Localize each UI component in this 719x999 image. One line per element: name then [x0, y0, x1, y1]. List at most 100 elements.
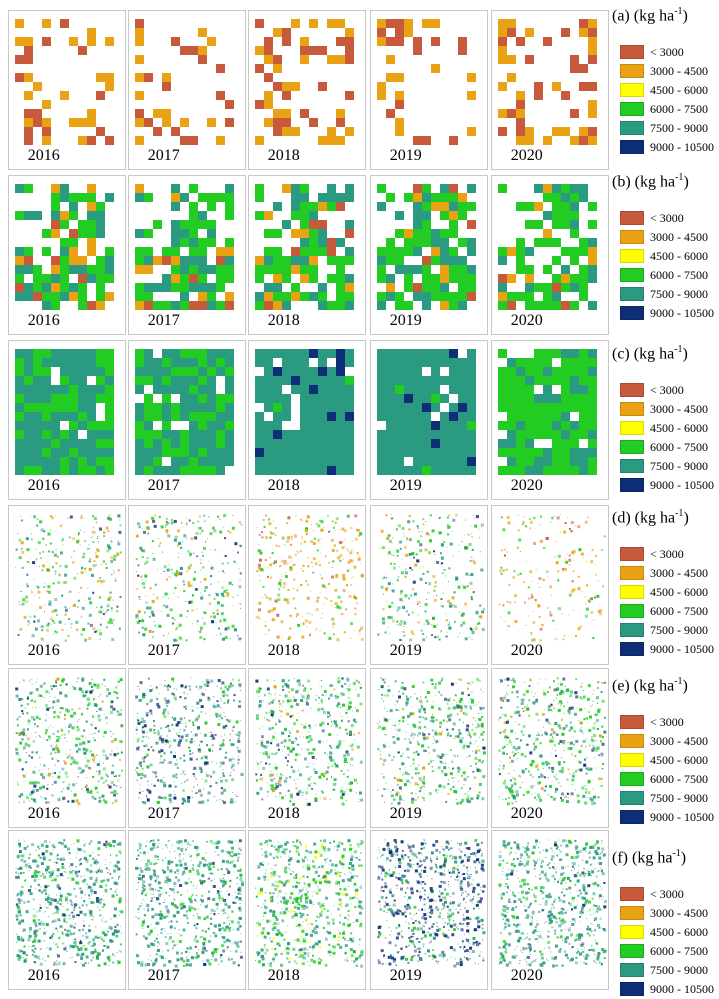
map-pixel — [318, 775, 322, 779]
map-pixel — [386, 742, 388, 744]
map-pixel — [27, 744, 31, 748]
map-pixel — [195, 758, 198, 761]
map-pixel — [431, 683, 434, 686]
map-pixel — [20, 591, 22, 592]
map-pixel — [267, 745, 269, 747]
map-cell — [162, 256, 171, 265]
map-pixel — [360, 626, 364, 630]
map-cell — [404, 283, 413, 292]
map-cell — [198, 349, 207, 358]
map-pixel — [426, 700, 429, 703]
map-pixel — [220, 697, 222, 699]
map-pixel — [26, 583, 29, 586]
map-pixel — [260, 777, 264, 781]
map-pixel — [414, 782, 418, 786]
map-pixel — [315, 758, 317, 760]
legend: (a) (kg ha-1) < 3000 3000 - 4500 4500 - 600… — [612, 6, 719, 156]
map-cell — [431, 358, 440, 367]
map-cell — [60, 412, 69, 421]
map-pixel — [110, 537, 112, 539]
map-pixel — [54, 764, 56, 766]
map-cell — [431, 403, 440, 412]
map-pixel — [77, 573, 78, 575]
map-pixel — [232, 743, 235, 746]
map-pixel — [118, 627, 121, 630]
map-pixel — [72, 604, 76, 607]
map-pixel — [220, 707, 222, 708]
map-pixel — [195, 588, 198, 591]
map-pixel — [476, 797, 478, 799]
map-cell — [60, 394, 69, 403]
map-pixel — [308, 698, 310, 699]
map-pixel — [572, 588, 576, 592]
map-pixel — [431, 766, 433, 768]
map-pixel — [314, 797, 318, 801]
map-pixel — [21, 768, 24, 771]
map-pixel — [81, 606, 85, 610]
map-cell — [309, 403, 318, 412]
map-cell — [207, 367, 216, 376]
map-cell — [87, 229, 96, 238]
map-pixel — [56, 677, 60, 681]
map-cell — [69, 466, 78, 475]
map-pixel — [423, 749, 426, 752]
map-cell — [255, 100, 264, 109]
map-pixel — [102, 560, 105, 563]
map-pixel — [382, 608, 385, 611]
yield-map — [255, 184, 354, 310]
map-pixel — [87, 702, 91, 706]
map-pixel — [392, 583, 394, 585]
map-cell — [282, 394, 291, 403]
map-pixel — [415, 750, 418, 753]
map-pixel — [170, 569, 172, 571]
map-cell — [395, 211, 404, 220]
map-pixel — [292, 564, 295, 567]
map-pixel — [588, 601, 591, 603]
map-pixel — [481, 610, 485, 614]
map-pixel — [463, 778, 467, 781]
map-pixel — [233, 769, 235, 771]
map-pixel — [79, 592, 80, 594]
map-pixel — [519, 572, 522, 575]
map-pixel — [300, 568, 302, 570]
map-cell — [24, 127, 33, 136]
map-pixel — [353, 593, 355, 595]
map-pixel — [145, 711, 149, 715]
map-pixel — [568, 528, 571, 530]
map-pixel — [482, 691, 484, 693]
map-pixel — [155, 521, 157, 523]
map-pixel — [425, 532, 429, 536]
map-cell — [431, 457, 440, 466]
map-pixel — [179, 717, 183, 721]
map-pixel — [217, 516, 219, 518]
map-pixel — [340, 747, 342, 749]
legend-swatch — [620, 623, 644, 637]
map-cell — [318, 247, 327, 256]
map-pixel — [144, 562, 147, 565]
map-cell — [516, 385, 525, 394]
map-cell — [96, 256, 105, 265]
map-pixel — [238, 700, 241, 703]
map-pixel — [280, 773, 282, 776]
map-pixel — [178, 735, 180, 738]
map-cell — [449, 256, 458, 265]
map-cell — [255, 466, 264, 475]
map-pixel — [307, 740, 310, 743]
map-pixel — [55, 530, 57, 532]
map-pixel — [234, 542, 238, 546]
map-cell — [153, 376, 162, 385]
panel-letter: (c) — [612, 345, 630, 363]
map-pixel — [275, 782, 278, 785]
map-pixel — [348, 782, 352, 786]
map-cell — [386, 385, 395, 394]
map-pixel — [70, 763, 73, 766]
map-pixel — [116, 610, 119, 613]
map-pixel — [512, 576, 516, 579]
map-pixel — [358, 681, 360, 684]
map-pixel — [320, 772, 324, 776]
legend-title: (d) (kg ha-1) — [612, 508, 689, 527]
map-pixel — [222, 695, 225, 697]
map-pixel — [566, 553, 568, 555]
map-pixel — [61, 594, 64, 597]
map-pixel — [396, 783, 399, 786]
